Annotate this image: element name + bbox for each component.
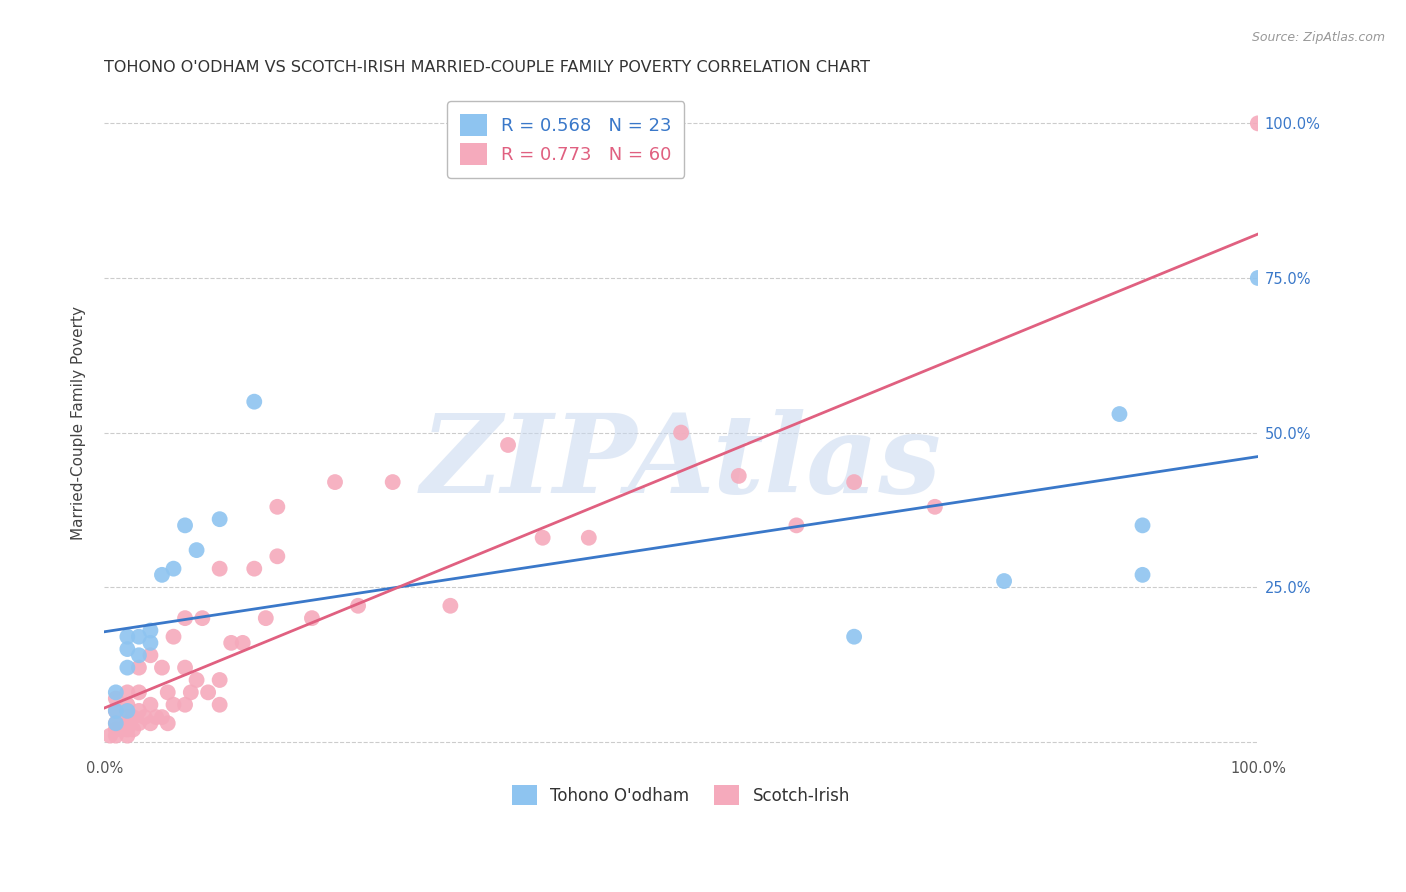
Point <box>122 710 145 724</box>
Point <box>219 636 242 650</box>
Text: Source: ZipAtlas.com: Source: ZipAtlas.com <box>1251 31 1385 45</box>
Point <box>145 710 167 724</box>
Point <box>266 549 288 564</box>
Point <box>381 475 404 489</box>
Point <box>139 624 162 638</box>
Point <box>150 567 173 582</box>
Text: TOHONO O'ODHAM VS SCOTCH-IRISH MARRIED-COUPLE FAMILY POVERTY CORRELATION CHART: TOHONO O'ODHAM VS SCOTCH-IRISH MARRIED-C… <box>104 60 870 75</box>
Point <box>98 729 121 743</box>
Point <box>1132 518 1154 533</box>
Point <box>104 704 127 718</box>
Point <box>104 716 127 731</box>
Point <box>104 691 127 706</box>
Point <box>174 660 197 674</box>
Point <box>243 394 266 409</box>
Point <box>128 685 150 699</box>
Point <box>727 469 749 483</box>
Point <box>496 438 519 452</box>
Point <box>117 704 139 718</box>
Point <box>669 425 692 440</box>
Point <box>117 660 139 674</box>
Point <box>174 611 197 625</box>
Point <box>104 729 127 743</box>
Point <box>117 642 139 657</box>
Point <box>122 723 145 737</box>
Point <box>1108 407 1130 421</box>
Point <box>924 500 946 514</box>
Point <box>1247 116 1270 130</box>
Point <box>208 673 231 687</box>
Point <box>128 704 150 718</box>
Point <box>128 716 150 731</box>
Point <box>139 716 162 731</box>
Point <box>150 660 173 674</box>
Point <box>117 630 139 644</box>
Point <box>347 599 370 613</box>
Point <box>117 698 139 712</box>
Point <box>174 698 197 712</box>
Point <box>134 710 156 724</box>
Point <box>117 723 139 737</box>
Point <box>162 698 184 712</box>
Point <box>186 673 208 687</box>
Point <box>208 512 231 526</box>
Point <box>243 562 266 576</box>
Point <box>208 562 231 576</box>
Point <box>128 630 150 644</box>
Point <box>162 562 184 576</box>
Point <box>1132 567 1154 582</box>
Point <box>104 685 127 699</box>
Point <box>186 543 208 558</box>
Point <box>208 698 231 712</box>
Point <box>993 574 1015 588</box>
Y-axis label: Married-Couple Family Poverty: Married-Couple Family Poverty <box>72 306 86 541</box>
Point <box>785 518 807 533</box>
Point <box>301 611 323 625</box>
Point <box>139 698 162 712</box>
Point <box>180 685 202 699</box>
Point <box>104 704 127 718</box>
Point <box>439 599 461 613</box>
Point <box>842 630 865 644</box>
Point <box>156 685 179 699</box>
Point <box>254 611 277 625</box>
Point <box>323 475 346 489</box>
Point <box>842 475 865 489</box>
Point <box>531 531 554 545</box>
Text: ZIPAtlas: ZIPAtlas <box>420 409 942 516</box>
Point <box>162 630 184 644</box>
Point <box>139 648 162 663</box>
Point <box>191 611 214 625</box>
Point <box>174 518 197 533</box>
Point <box>139 636 162 650</box>
Point <box>578 531 600 545</box>
Point <box>110 723 132 737</box>
Point <box>104 723 127 737</box>
Point <box>128 660 150 674</box>
Point <box>117 685 139 699</box>
Point <box>104 716 127 731</box>
Point <box>266 500 288 514</box>
Point <box>150 710 173 724</box>
Point <box>117 729 139 743</box>
Point <box>117 710 139 724</box>
Point <box>197 685 219 699</box>
Point <box>117 716 139 731</box>
Legend: Tohono O'odham, Scotch-Irish: Tohono O'odham, Scotch-Irish <box>505 779 856 812</box>
Point <box>1247 271 1270 285</box>
Point <box>156 716 179 731</box>
Point <box>128 648 150 663</box>
Point <box>232 636 254 650</box>
